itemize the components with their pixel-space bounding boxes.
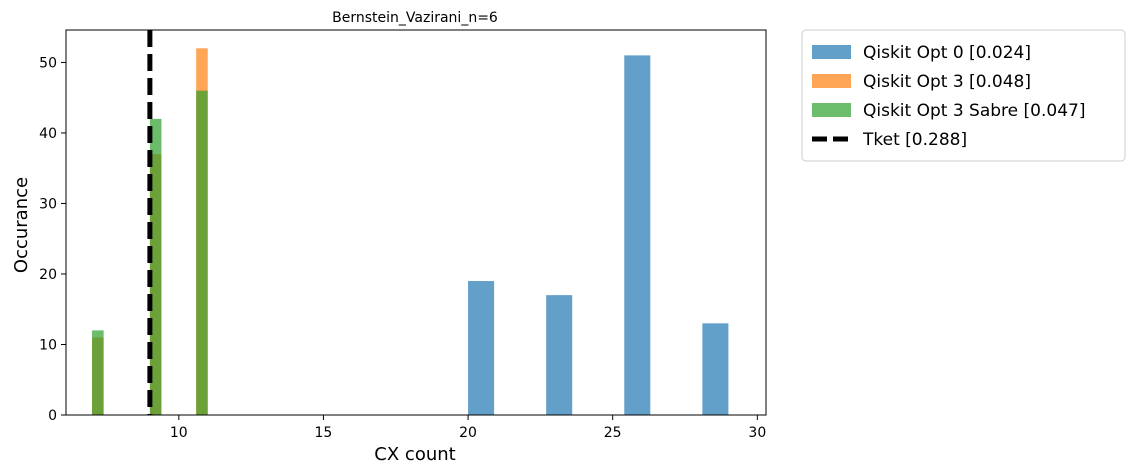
legend: Qiskit Opt 0 [0.024] Qiskit Opt 3 [0.048]… [801,29,1126,162]
y-tick-label-2: 20 [39,267,57,283]
legend-swatch-1 [812,74,851,88]
x-tick-label-4: 30 [748,425,766,441]
x-tick-label-3: 25 [604,425,622,441]
bar-series2-1 [149,118,162,415]
y-tick-label-1: 10 [39,337,57,353]
y-tick-label-3: 30 [39,196,57,212]
bar-series2-0 [92,330,104,415]
legend-frame [801,29,1126,162]
bar-series0-2 [624,55,651,416]
legend-label-3: Tket [0.288] [862,130,967,150]
x-axis-label: CX count [374,444,455,465]
plot-area: 10 15 20 25 30 0 10 20 30 40 50 [39,29,767,441]
legend-swatch-0 [812,45,851,59]
legend-label-2: Qiskit Opt 3 Sabre [0.047] [863,101,1085,121]
bar-series0-0 [468,281,495,415]
chart-title: Bernstein_Vazirani_n=6 [332,10,498,26]
x-tick-label-1: 15 [315,425,333,441]
legend-label-1: Qiskit Opt 3 [0.048] [863,72,1031,92]
legend-swatch-2 [812,103,851,117]
bar-series0-1 [546,295,573,415]
y-axis-label: Occurance [11,177,32,273]
y-tick-label-4: 40 [39,126,57,142]
legend-label-0: Qiskit Opt 0 [0.024] [863,43,1031,63]
x-tick-label-0: 10 [170,425,188,441]
bar-series2-2 [196,90,208,416]
y-tick-label-5: 50 [39,55,57,71]
x-tick-label-2: 20 [459,425,477,441]
y-tick-label-0: 0 [48,408,57,424]
axes-frame [65,29,767,416]
bar-series0-3 [702,323,729,415]
